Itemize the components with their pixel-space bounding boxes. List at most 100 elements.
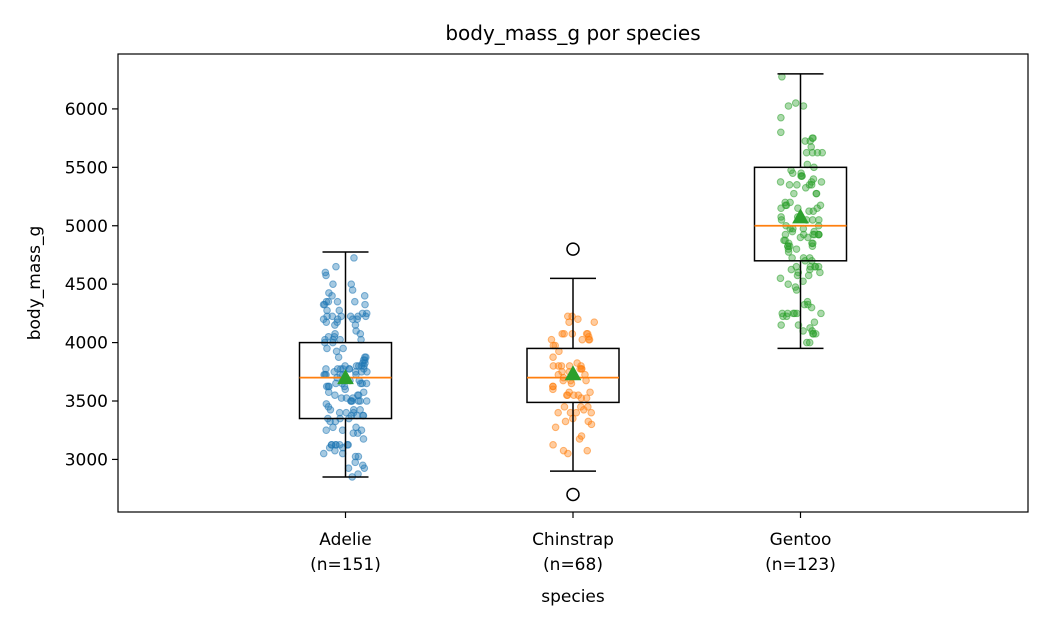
data-point (577, 394, 586, 402)
x-tick-label: Chinstrap (532, 530, 614, 550)
data-point (791, 283, 800, 291)
data-point (330, 367, 339, 376)
x-tick-count-label: (n=151) (310, 555, 381, 575)
data-point (337, 394, 346, 402)
y-tick-label: 5000 (65, 217, 108, 237)
data-point (799, 230, 808, 239)
x-tick-count-label: (n=68) (543, 555, 603, 575)
data-point (351, 458, 360, 467)
y-tick-label: 3000 (65, 450, 108, 470)
data-point (810, 318, 819, 326)
data-point (333, 315, 342, 324)
y-tick-label: 5500 (65, 158, 108, 178)
data-point (356, 379, 365, 388)
outlier-point (566, 487, 580, 502)
data-point (362, 379, 371, 388)
box-group-chinstrap (526, 242, 620, 502)
data-point (348, 286, 357, 294)
data-point (804, 271, 813, 280)
data-point (803, 297, 812, 306)
data-point (813, 148, 822, 157)
y-axis-label: body_mass_g (25, 226, 45, 341)
data-point (807, 181, 816, 189)
y-tick-label: 4000 (65, 334, 108, 354)
data-point (355, 362, 363, 370)
data-point (359, 435, 368, 443)
box-group-gentoo (753, 72, 848, 350)
data-point (784, 242, 792, 250)
data-point (587, 408, 596, 417)
data-point (577, 365, 586, 373)
data-point (361, 300, 369, 309)
data-point (554, 408, 562, 417)
data-point (339, 344, 347, 353)
data-point (323, 306, 331, 315)
data-point (806, 262, 815, 271)
data-point (358, 309, 367, 318)
data-point (360, 292, 369, 300)
data-point (791, 99, 800, 107)
data-point (558, 330, 567, 338)
box (526, 347, 620, 404)
data-point (803, 338, 811, 347)
data-point (809, 134, 817, 142)
data-point (584, 335, 593, 344)
data-point (784, 280, 792, 288)
x-tick-label: Adelie (319, 530, 372, 550)
y-tick-label: 4500 (65, 275, 108, 295)
data-point (325, 443, 334, 452)
data-point (322, 426, 331, 435)
data-point (322, 318, 331, 326)
data-point (561, 417, 570, 426)
data-point (363, 367, 371, 376)
data-point (549, 353, 557, 361)
data-point (349, 394, 357, 402)
data-point (564, 449, 572, 458)
data-point (331, 321, 339, 329)
mean-marker (564, 365, 582, 381)
data-point (551, 423, 560, 432)
data-point (346, 312, 355, 321)
data-point (549, 441, 557, 449)
data-point (794, 204, 802, 213)
data-point (341, 385, 350, 394)
data-point (590, 318, 599, 326)
data-point (345, 365, 354, 373)
data-point (351, 297, 359, 306)
chart-title: body_mass_g por species (445, 21, 700, 45)
mean-marker (792, 208, 809, 224)
box (753, 166, 848, 262)
data-point (578, 335, 587, 344)
data-point (801, 183, 810, 192)
series-group (298, 72, 848, 502)
data-point (568, 312, 576, 321)
x-axis-label: species (541, 587, 605, 607)
data-point (577, 432, 586, 440)
data-point (777, 213, 785, 221)
data-point (586, 388, 594, 397)
y-axis: 3000 3500 4000 4500 5000 5500 6000 (65, 100, 118, 470)
data-point (811, 262, 820, 271)
data-point (781, 198, 790, 207)
data-point (777, 113, 785, 122)
outlier-point (566, 242, 580, 256)
data-point (335, 441, 344, 449)
data-point (362, 353, 370, 361)
data-point (806, 324, 814, 332)
data-point (329, 423, 337, 432)
data-point (557, 362, 566, 370)
data-point (777, 128, 785, 137)
data-point (333, 297, 342, 306)
data-point (560, 330, 568, 338)
y-tick-label: 6000 (65, 100, 108, 120)
data-point (319, 449, 328, 458)
data-point (582, 394, 591, 402)
data-point (358, 461, 367, 470)
x-tick-label: Gentoo (770, 530, 832, 550)
x-axis: Adelie (n=151) Chinstrap (n=68) Gentoo (n=123… (310, 512, 836, 575)
data-point (809, 207, 818, 215)
data-point (573, 359, 581, 367)
data-point (809, 330, 817, 338)
data-point (322, 365, 330, 373)
